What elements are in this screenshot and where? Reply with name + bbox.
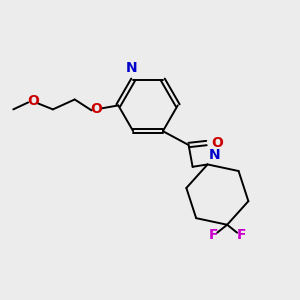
Text: O: O (91, 102, 102, 116)
Text: N: N (125, 61, 137, 75)
Text: O: O (27, 94, 39, 109)
Text: O: O (212, 136, 223, 150)
Text: N: N (208, 148, 220, 162)
Text: F: F (208, 228, 218, 242)
Text: F: F (236, 228, 246, 242)
